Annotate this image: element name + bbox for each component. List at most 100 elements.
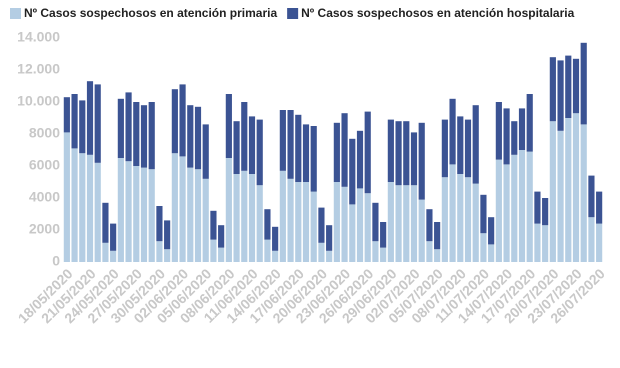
bar xyxy=(572,113,580,262)
bar xyxy=(441,177,448,262)
bar xyxy=(596,223,603,262)
bar xyxy=(403,121,410,186)
legend-label: Nº Casos sospechosos en atención primari… xyxy=(24,6,277,20)
bar xyxy=(449,164,456,262)
bar xyxy=(518,150,526,262)
bar xyxy=(272,250,279,262)
bar xyxy=(488,244,495,262)
bar xyxy=(511,121,518,155)
bar xyxy=(210,210,217,240)
y-tick-label: 10.000 xyxy=(17,93,60,109)
bar xyxy=(426,209,433,242)
bar xyxy=(557,130,564,262)
bar xyxy=(364,193,371,262)
bar xyxy=(526,151,533,262)
bar xyxy=(326,225,333,251)
bar xyxy=(434,222,441,250)
bar xyxy=(310,126,317,192)
bar xyxy=(418,199,425,262)
bar xyxy=(372,202,379,242)
bar xyxy=(333,182,340,262)
bar xyxy=(557,60,564,131)
bar xyxy=(549,57,556,122)
bar xyxy=(326,250,333,262)
bar xyxy=(318,207,325,243)
legend-swatch xyxy=(287,8,299,19)
bar xyxy=(302,182,310,262)
bar xyxy=(94,84,101,163)
bar xyxy=(86,154,94,262)
bar xyxy=(148,102,155,170)
bar xyxy=(140,167,148,262)
bar xyxy=(86,81,94,155)
bar xyxy=(596,191,603,224)
bar xyxy=(179,156,186,262)
bar xyxy=(295,114,302,182)
legend-swatch xyxy=(10,8,21,19)
bar xyxy=(364,111,371,194)
bar xyxy=(580,124,587,263)
bar xyxy=(241,170,248,262)
bar xyxy=(225,158,232,262)
bar xyxy=(194,169,202,262)
bar xyxy=(526,94,533,152)
bar xyxy=(94,162,101,262)
bar xyxy=(542,225,549,262)
bar xyxy=(356,188,364,262)
bar xyxy=(241,102,248,171)
bar xyxy=(272,226,279,251)
bar xyxy=(256,119,263,186)
bar xyxy=(164,220,171,250)
bar xyxy=(233,174,240,262)
bar xyxy=(248,174,256,262)
bar xyxy=(534,191,541,224)
bar xyxy=(71,148,78,262)
bar xyxy=(164,249,171,262)
bar xyxy=(426,241,433,262)
bar xyxy=(356,130,364,189)
bar xyxy=(287,110,294,179)
bar xyxy=(302,124,310,182)
bar xyxy=(341,186,348,262)
bar xyxy=(580,42,587,125)
bar xyxy=(395,121,402,186)
bar xyxy=(279,170,286,262)
bar xyxy=(264,239,271,262)
bar xyxy=(63,97,70,133)
bar xyxy=(264,209,271,240)
bar xyxy=(156,241,163,262)
bar xyxy=(117,98,124,158)
bar xyxy=(79,100,86,154)
bar xyxy=(202,178,209,262)
bar xyxy=(125,161,132,262)
y-tick-label: 8000 xyxy=(29,125,60,141)
bar xyxy=(418,122,425,200)
bar xyxy=(565,55,572,118)
bar xyxy=(210,239,217,262)
bar xyxy=(187,167,194,262)
bar xyxy=(279,110,286,171)
bar xyxy=(511,154,518,262)
bar xyxy=(187,105,194,168)
bar xyxy=(380,222,387,248)
bar xyxy=(310,191,317,262)
bar xyxy=(194,106,202,170)
bar xyxy=(457,116,464,174)
legend-label: Nº Casos sospechosos en atención hospita… xyxy=(301,6,574,20)
bar xyxy=(457,174,464,262)
bar xyxy=(441,119,448,178)
bar xyxy=(472,183,479,262)
bar xyxy=(542,198,549,226)
bar xyxy=(148,169,155,262)
bar xyxy=(233,121,240,174)
y-tick-label: 0 xyxy=(52,253,60,269)
bar xyxy=(133,166,140,262)
bar xyxy=(248,116,256,174)
bar xyxy=(472,105,479,184)
bar xyxy=(588,217,595,262)
bar xyxy=(588,175,595,218)
bar xyxy=(71,94,78,149)
bar xyxy=(117,158,124,262)
bar xyxy=(403,185,410,262)
bar xyxy=(480,233,487,262)
